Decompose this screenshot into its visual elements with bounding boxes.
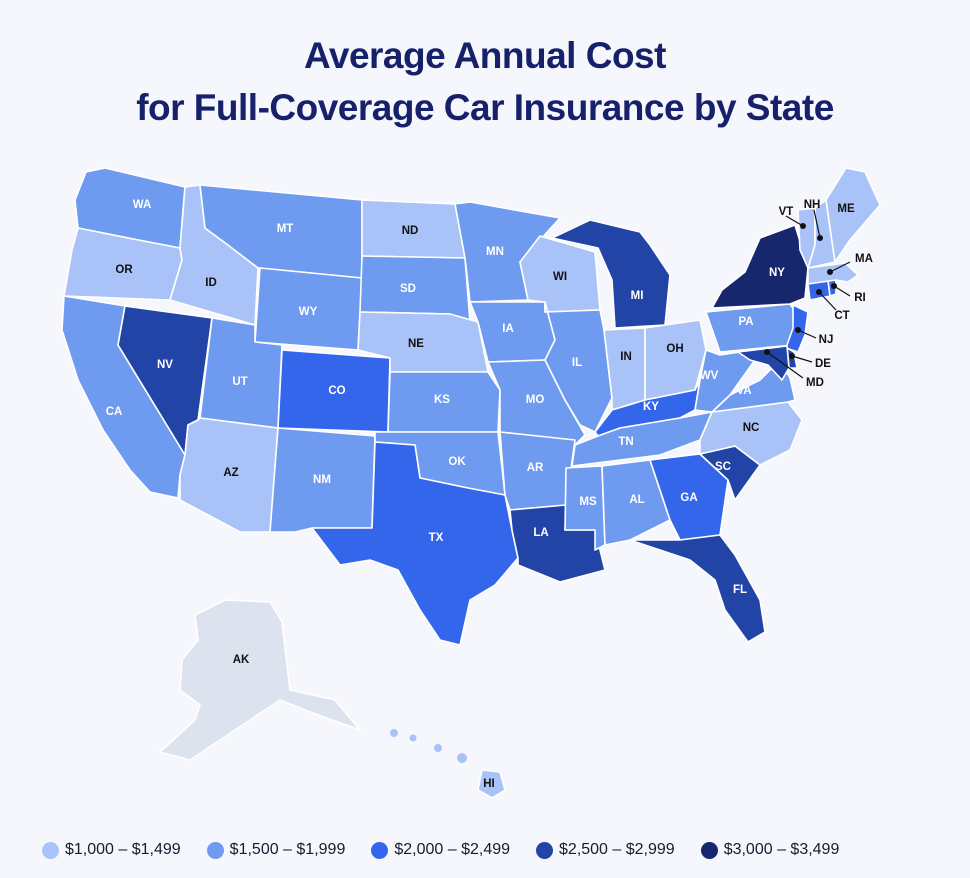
label-NM: NM: [313, 474, 331, 486]
callout-NH: NH: [804, 199, 823, 241]
label-VA: VA: [736, 385, 751, 397]
legend-swatch-5: [700, 841, 718, 859]
state-NY[interactable]: [711, 224, 809, 309]
label-MN: MN: [486, 246, 504, 258]
label-TN: TN: [618, 436, 633, 448]
legend: $1,000 – $1,499 $1,500 – $1,999 $2,000 –…: [42, 836, 865, 864]
callout-label-RI: RI: [854, 292, 866, 304]
label-MI: MI: [631, 290, 644, 302]
label-SC: SC: [715, 461, 731, 473]
callout-label-MD: MD: [806, 377, 824, 389]
state-HI[interactable]: [477, 769, 506, 799]
legend-label-4: $2,500 – $2,999: [559, 841, 675, 858]
label-OK: OK: [448, 456, 466, 468]
label-LA: LA: [533, 527, 548, 539]
callouts: VT NH MA RI CT NJ DE: [764, 199, 873, 389]
label-WY: WY: [299, 306, 318, 318]
legend-label-3: $2,000 – $2,499: [394, 841, 511, 858]
legend-item-3: $2,000 – $2,499: [371, 841, 510, 859]
label-AL: AL: [629, 494, 644, 506]
label-MT: MT: [277, 223, 294, 235]
legend-label-5: $3,000 – $3,499: [723, 841, 840, 858]
state-KS[interactable]: [387, 371, 501, 433]
hawaii-island-molokai: [434, 744, 442, 752]
callout-NJ: NJ: [795, 327, 833, 346]
label-HI: HI: [483, 778, 495, 790]
legend-item-1: $1,000 – $1,499: [42, 841, 181, 859]
callout-label-DE: DE: [815, 358, 831, 370]
title-line-1: Average Annual Cost: [304, 35, 666, 76]
label-MO: MO: [526, 394, 545, 406]
label-IL: IL: [572, 357, 582, 369]
callout-RI: RI: [831, 283, 866, 304]
hawaii-island-maui: [457, 753, 467, 763]
callout-MA: MA: [827, 253, 873, 275]
label-WV: WV: [700, 370, 719, 382]
legend-swatch-2: [206, 841, 224, 859]
label-NE: NE: [408, 338, 424, 350]
label-IA: IA: [502, 323, 514, 335]
state-MI[interactable]: [551, 219, 671, 329]
state-MD[interactable]: [737, 345, 790, 381]
hawaii-island-oahu: [409, 734, 417, 742]
callout-MD: MD: [764, 349, 824, 389]
label-WI: WI: [553, 271, 567, 283]
callout-label-MA: MA: [855, 253, 873, 265]
label-KY: KY: [643, 401, 659, 413]
label-UT: UT: [232, 376, 247, 388]
label-CA: CA: [106, 406, 123, 418]
state-labels: WA OR CA ID NV MT WY UT AZ CO NM ND SD N…: [106, 199, 855, 596]
label-OH: OH: [666, 343, 683, 355]
legend-item-5: $3,000 – $3,499: [700, 841, 840, 859]
label-GA: GA: [680, 492, 697, 504]
title-line-2: for Full-Coverage Car Insurance by State: [136, 87, 834, 128]
label-FL: FL: [733, 584, 747, 596]
legend-swatch-3: [371, 841, 389, 859]
state-MA[interactable]: [807, 262, 859, 285]
hawaii-island-kauai: [390, 729, 398, 737]
callout-VT: VT: [779, 206, 806, 229]
label-NY: NY: [769, 267, 785, 279]
label-AK: AK: [233, 654, 250, 666]
state-AL[interactable]: [601, 459, 671, 546]
callout-CT: CT: [816, 289, 850, 322]
label-NV: NV: [157, 359, 173, 371]
label-IN: IN: [620, 351, 632, 363]
label-ID: ID: [205, 277, 217, 289]
map-title: Average Annual Cost for Full-Coverage Ca…: [0, 30, 970, 134]
state-OH[interactable]: [644, 319, 707, 401]
label-NC: NC: [743, 422, 760, 434]
legend-item-4: $2,500 – $2,999: [536, 841, 675, 859]
label-PA: PA: [738, 316, 753, 328]
legend-swatch-1: [42, 841, 59, 859]
callout-label-CT: CT: [834, 310, 849, 322]
callout-label-VT: VT: [779, 206, 794, 218]
legend-label-2: $1,500 – $1,999: [229, 841, 346, 858]
label-CO: CO: [328, 385, 345, 397]
state-ME[interactable]: [825, 167, 881, 263]
callout-label-NJ: NJ: [819, 334, 834, 346]
state-AK[interactable]: [159, 599, 361, 761]
label-KS: KS: [434, 394, 450, 406]
label-AZ: AZ: [223, 467, 238, 479]
label-ME: ME: [837, 203, 855, 215]
label-AR: AR: [527, 462, 544, 474]
callout-DE: DE: [789, 353, 831, 370]
label-OR: OR: [115, 264, 133, 276]
label-TX: TX: [429, 532, 444, 544]
legend-swatch-4: [536, 841, 554, 859]
legend-item-2: $1,500 – $1,999: [206, 841, 346, 859]
state-TX[interactable]: [311, 441, 519, 646]
callout-label-NH: NH: [804, 199, 821, 211]
state-FL[interactable]: [629, 534, 766, 643]
label-ND: ND: [402, 225, 419, 237]
legend-label-1: $1,000 – $1,499: [65, 841, 181, 858]
label-MS: MS: [579, 496, 597, 508]
state-IL[interactable]: [544, 301, 613, 433]
label-SD: SD: [400, 283, 416, 295]
label-WA: WA: [133, 199, 152, 211]
